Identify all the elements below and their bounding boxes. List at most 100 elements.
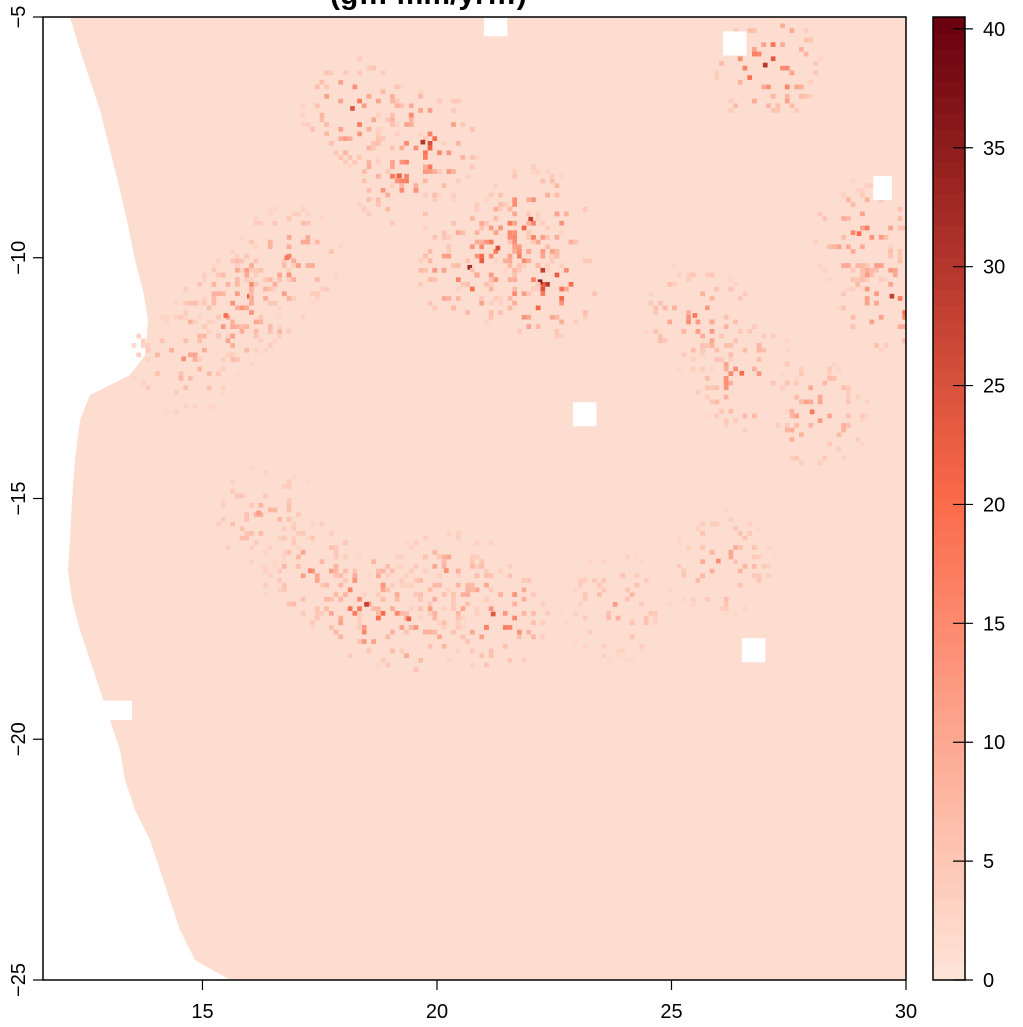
- hotspot-cell: [371, 606, 376, 611]
- hotspot-cell: [272, 564, 278, 569]
- hotspot-cell: [723, 361, 729, 367]
- hotspot-cell: [629, 634, 635, 640]
- hotspot-cell: [700, 291, 705, 297]
- hotspot-cell: [347, 155, 353, 160]
- hotspot-cell: [296, 211, 301, 217]
- hotspot-cell: [846, 216, 851, 221]
- hotspot-cell: [709, 319, 715, 325]
- hotspot-cell: [352, 611, 358, 616]
- hotspot-cell: [615, 648, 621, 654]
- hotspot-cell: [535, 216, 541, 221]
- hotspot-cell: [625, 587, 630, 593]
- hotspot-cell: [568, 239, 574, 245]
- hotspot-cell: [705, 305, 710, 311]
- hotspot-cell: [197, 314, 203, 320]
- hotspot-cell: [333, 150, 339, 156]
- hotspot-cell: [545, 235, 550, 240]
- hotspot-cell: [705, 385, 710, 391]
- hotspot-cell: [507, 305, 513, 311]
- hotspot-cell: [329, 249, 334, 254]
- hotspot-cell: [413, 188, 419, 193]
- hotspot-cell: [423, 267, 428, 273]
- hotspot-cell: [258, 267, 264, 273]
- hotspot-cell: [319, 611, 325, 616]
- hotspot-cell: [498, 568, 503, 574]
- hotspot-cell: [578, 578, 583, 583]
- hotspot-peak: [223, 313, 229, 318]
- hotspot-cell: [864, 272, 870, 278]
- hotspot-cell: [756, 371, 762, 376]
- hotspot-cell: [347, 136, 353, 141]
- hotspot-cell: [394, 122, 400, 127]
- hotspot-cell: [282, 263, 287, 268]
- hotspot-cell: [423, 164, 428, 170]
- hotspot-cell: [846, 385, 851, 391]
- hotspot-cell: [714, 385, 720, 391]
- hotspot-cell: [253, 347, 259, 353]
- hotspot-cell: [512, 211, 517, 217]
- hotspot-cell: [488, 300, 494, 306]
- hotspot-peak: [612, 602, 618, 607]
- hotspot-cell: [188, 376, 193, 381]
- hotspot-cell: [441, 606, 447, 611]
- hotspot-cell: [799, 84, 804, 90]
- hotspot-cell: [300, 206, 306, 212]
- hotspot-cell: [376, 173, 381, 179]
- hotspot-cell: [136, 333, 141, 339]
- hotspot-cell: [878, 314, 884, 320]
- hotspot-cell: [535, 169, 541, 174]
- hotspot-cell: [733, 559, 738, 564]
- hotspot-cell: [596, 582, 602, 588]
- hotspot-cell: [418, 108, 423, 113]
- hotspot-cell: [625, 596, 630, 602]
- hotspot-cell: [343, 578, 348, 583]
- hotspot-cell: [709, 296, 715, 301]
- hotspot-cell: [531, 169, 536, 174]
- hotspot-cell: [465, 310, 470, 315]
- hotspot-cell: [291, 277, 297, 282]
- hotspot-cell: [455, 277, 461, 282]
- hotspot-cell: [390, 183, 395, 188]
- hotspot-cell: [220, 324, 226, 329]
- hotspot-cell: [371, 145, 376, 151]
- hotspot-cell: [686, 319, 691, 325]
- hotspot-cell: [263, 564, 268, 569]
- hotspot-cell: [507, 658, 513, 663]
- hotspot-cell: [164, 319, 170, 325]
- hotspot-cell: [183, 338, 188, 344]
- hotspot-cell: [385, 573, 391, 579]
- hotspot-cell: [756, 357, 762, 362]
- hotspot-cell: [399, 578, 405, 583]
- hotspot-cell: [540, 282, 546, 287]
- hotspot-cell: [225, 352, 231, 358]
- hotspot-cell: [470, 286, 475, 292]
- hotspot-cell: [338, 155, 344, 160]
- hotspot-cell: [361, 639, 367, 644]
- hotspot-cell: [883, 235, 889, 240]
- hotspot-cell: [338, 582, 344, 588]
- hotspot-cell: [705, 596, 710, 602]
- hotspot-cell: [408, 625, 414, 630]
- hotspot-cell: [249, 545, 254, 550]
- hotspot-cell: [521, 291, 527, 297]
- hotspot-cell: [366, 65, 372, 71]
- hotspot-cell: [390, 164, 395, 170]
- hotspot-cell: [244, 347, 250, 353]
- hotspot-cell: [752, 324, 757, 329]
- legend-swatch: [933, 209, 965, 227]
- hotspot-cell: [869, 183, 875, 188]
- hotspot-cell: [314, 578, 320, 583]
- legend-swatch: [933, 514, 965, 532]
- hotspot-cell: [728, 343, 734, 348]
- hotspot-cell: [484, 573, 489, 579]
- hotspot-cell: [390, 145, 395, 151]
- hotspot-cell: [408, 606, 414, 611]
- x-axis: 15 20 25 30: [191, 980, 917, 1023]
- hotspot-cell: [338, 126, 344, 132]
- hotspot-cell: [813, 70, 818, 76]
- hotspot-cell: [653, 620, 658, 626]
- hotspot-cell: [799, 432, 804, 438]
- hotspot-cell: [549, 314, 555, 320]
- hotspot-cell: [498, 592, 503, 597]
- hotspot-cell: [470, 629, 475, 635]
